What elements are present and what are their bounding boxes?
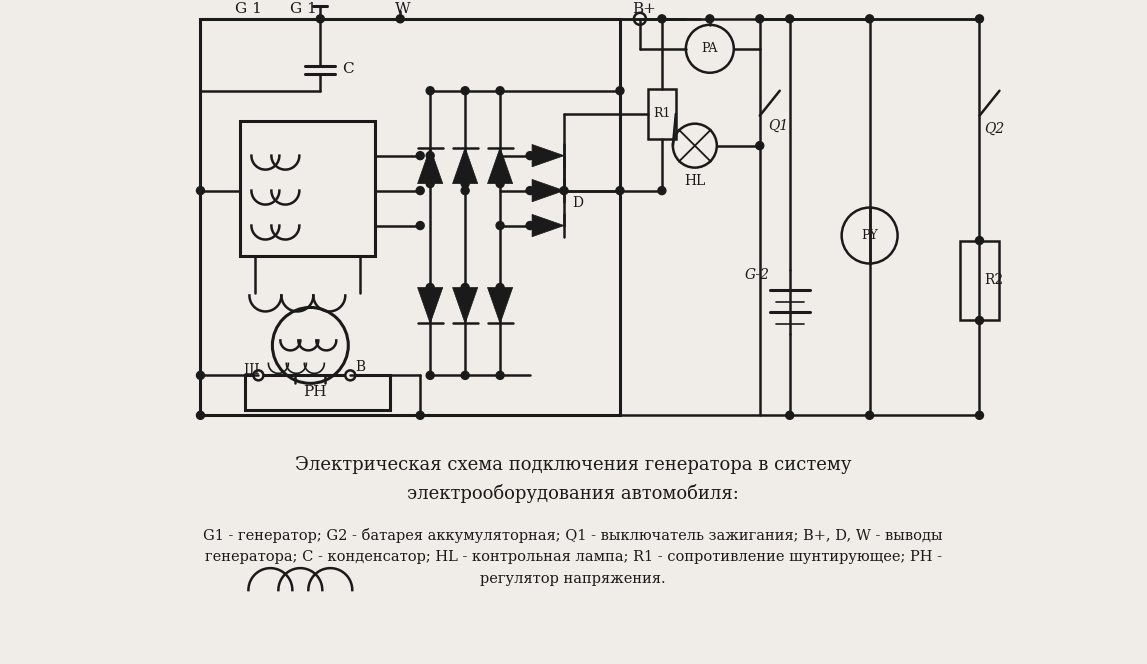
Text: HL: HL: [685, 173, 705, 188]
Text: G-2: G-2: [744, 268, 770, 282]
Text: регулятор напряжения.: регулятор напряжения.: [481, 572, 665, 586]
Circle shape: [427, 371, 435, 379]
Text: Ш: Ш: [243, 363, 259, 377]
Bar: [960, 240, 999, 321]
Circle shape: [253, 371, 264, 380]
Circle shape: [634, 13, 646, 25]
Circle shape: [345, 371, 356, 380]
Polygon shape: [453, 147, 477, 184]
Circle shape: [461, 180, 469, 188]
Circle shape: [705, 15, 713, 23]
Polygon shape: [418, 288, 443, 323]
Bar: [201, 19, 619, 415]
Circle shape: [196, 371, 204, 379]
Circle shape: [317, 15, 325, 23]
Text: генератора; C - конденсатор; HL - контрольная лампа; R1 - сопротивление шунтирую: генератора; C - конденсатор; HL - контро…: [204, 550, 942, 564]
Circle shape: [461, 371, 469, 379]
Circle shape: [616, 87, 624, 95]
Circle shape: [196, 411, 204, 419]
Circle shape: [461, 187, 469, 195]
Text: D: D: [572, 196, 583, 210]
Circle shape: [526, 222, 535, 230]
Circle shape: [416, 151, 424, 159]
Circle shape: [497, 284, 504, 291]
Circle shape: [396, 15, 404, 23]
Circle shape: [616, 187, 624, 195]
Polygon shape: [532, 214, 564, 237]
Circle shape: [427, 87, 435, 95]
Circle shape: [497, 222, 504, 230]
Bar: [648, 89, 676, 139]
Text: PH: PH: [304, 385, 327, 399]
Text: G1 - генератор; G2 - батарея аккумуляторная; Q1 - выключатель зажигания; B+, D, : G1 - генератор; G2 - батарея аккумулятор…: [203, 528, 943, 542]
Circle shape: [427, 151, 435, 159]
Text: C: C: [342, 62, 354, 76]
Text: PA: PA: [702, 42, 718, 55]
Circle shape: [975, 15, 983, 23]
Circle shape: [786, 15, 794, 23]
Circle shape: [416, 411, 424, 419]
Text: PY: PY: [861, 229, 877, 242]
Circle shape: [427, 180, 435, 188]
Circle shape: [975, 236, 983, 244]
Polygon shape: [532, 179, 564, 202]
Circle shape: [658, 187, 666, 195]
Circle shape: [497, 371, 504, 379]
Circle shape: [416, 222, 424, 230]
Circle shape: [756, 15, 764, 23]
Circle shape: [975, 411, 983, 419]
Text: R1: R1: [653, 107, 671, 120]
Circle shape: [866, 411, 874, 419]
Polygon shape: [487, 288, 513, 323]
Circle shape: [416, 187, 424, 195]
Polygon shape: [453, 288, 477, 323]
Circle shape: [196, 187, 204, 195]
Circle shape: [497, 87, 504, 95]
Circle shape: [427, 284, 435, 291]
Bar: [245, 375, 390, 410]
Polygon shape: [487, 147, 513, 184]
Circle shape: [461, 284, 469, 291]
Text: Q1: Q1: [767, 119, 788, 133]
Polygon shape: [532, 145, 564, 167]
Circle shape: [786, 411, 794, 419]
Text: W: W: [396, 2, 411, 16]
Text: B+: B+: [632, 2, 656, 16]
Text: B: B: [356, 361, 366, 374]
Circle shape: [658, 15, 666, 23]
Bar: [241, 121, 375, 256]
Text: электрооборудования автомобиля:: электрооборудования автомобиля:: [407, 483, 739, 503]
Polygon shape: [418, 147, 443, 184]
Circle shape: [560, 187, 568, 195]
Text: R2: R2: [984, 274, 1004, 288]
Circle shape: [866, 15, 874, 23]
Text: G 1: G 1: [290, 2, 318, 16]
Circle shape: [461, 87, 469, 95]
Circle shape: [497, 180, 504, 188]
Circle shape: [975, 317, 983, 325]
Circle shape: [526, 187, 535, 195]
Text: Q2: Q2: [984, 122, 1005, 135]
Text: Электрическая схема подключения генератора в систему: Электрическая схема подключения генерато…: [295, 456, 851, 474]
Circle shape: [526, 151, 535, 159]
Circle shape: [756, 141, 764, 149]
Text: G 1: G 1: [235, 2, 263, 16]
